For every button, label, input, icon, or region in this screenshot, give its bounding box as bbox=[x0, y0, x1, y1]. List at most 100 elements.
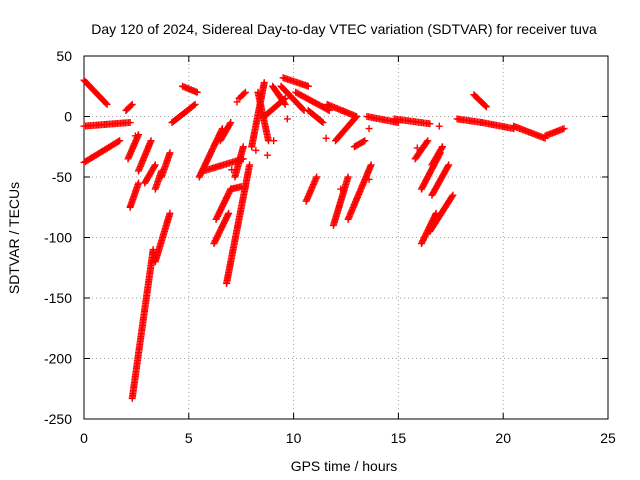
data-point bbox=[225, 209, 233, 217]
x-tick-label: 20 bbox=[495, 430, 511, 446]
track-series bbox=[350, 137, 369, 151]
x-tick-label: 10 bbox=[286, 430, 302, 446]
scattered-points bbox=[131, 91, 443, 256]
track-series bbox=[248, 79, 268, 151]
track-series bbox=[227, 183, 245, 193]
data-point bbox=[150, 162, 158, 170]
y-tick-label: 0 bbox=[64, 109, 72, 125]
x-tick-label: 5 bbox=[185, 430, 193, 446]
track-series bbox=[453, 115, 486, 127]
data-point bbox=[193, 88, 201, 96]
data-point bbox=[299, 105, 307, 113]
track-series bbox=[428, 161, 453, 199]
track-series bbox=[332, 113, 360, 145]
track-series bbox=[411, 137, 432, 163]
track-series bbox=[122, 100, 136, 114]
track-series bbox=[158, 149, 174, 181]
data-point bbox=[228, 166, 236, 174]
y-tick-label: -100 bbox=[44, 230, 72, 246]
data-point bbox=[239, 143, 247, 151]
track-series bbox=[541, 125, 568, 140]
axis-ticks: 0 5 10 15 20 25 -250 -200 -150 -100 -50 0 50 bbox=[44, 48, 616, 446]
data-point bbox=[246, 161, 254, 169]
data-point bbox=[275, 91, 283, 99]
track-series bbox=[304, 106, 327, 127]
track-series bbox=[179, 82, 201, 96]
data-point bbox=[322, 134, 330, 142]
data-point bbox=[114, 138, 122, 146]
track-series bbox=[390, 115, 434, 128]
x-axis-label: GPS time / hours bbox=[291, 458, 398, 474]
data-point bbox=[319, 119, 327, 127]
data-point bbox=[360, 137, 368, 145]
data-point bbox=[365, 175, 373, 183]
data-point bbox=[131, 132, 139, 140]
track-series bbox=[80, 119, 134, 130]
data-point bbox=[283, 115, 291, 123]
track-series bbox=[292, 88, 333, 114]
data-point bbox=[423, 138, 431, 146]
data-point bbox=[449, 191, 457, 199]
data-point bbox=[352, 113, 360, 120]
data-point bbox=[149, 248, 157, 256]
data-series bbox=[80, 74, 568, 402]
x-tick-label: 15 bbox=[391, 430, 407, 446]
data-point bbox=[126, 119, 134, 127]
data-point bbox=[103, 100, 111, 108]
track-series bbox=[134, 137, 155, 175]
data-point bbox=[241, 88, 249, 96]
data-point bbox=[260, 79, 268, 87]
data-point bbox=[361, 137, 369, 145]
data-point bbox=[128, 100, 136, 108]
data-point bbox=[313, 173, 321, 181]
track-series bbox=[124, 131, 142, 163]
y-tick-label: -250 bbox=[44, 411, 72, 427]
track-series bbox=[128, 246, 157, 402]
y-tick-label: -50 bbox=[52, 169, 72, 185]
data-point bbox=[134, 179, 142, 187]
track-series bbox=[470, 91, 490, 111]
data-point bbox=[281, 100, 289, 108]
data-point bbox=[240, 90, 248, 98]
data-point bbox=[448, 192, 456, 200]
y-axis-label: SDTVAR / TECUs bbox=[6, 182, 22, 294]
x-tick-label: 25 bbox=[600, 430, 616, 446]
data-point bbox=[166, 209, 174, 217]
data-point bbox=[263, 151, 271, 159]
track-series bbox=[80, 137, 124, 166]
data-point bbox=[127, 102, 135, 110]
track-series bbox=[344, 161, 375, 223]
chart-title: Day 120 of 2024, Sidereal Day-to-day VTE… bbox=[91, 21, 597, 37]
data-point bbox=[270, 137, 278, 145]
track-series bbox=[126, 179, 142, 211]
y-tick-label: -200 bbox=[44, 351, 72, 367]
data-point bbox=[438, 144, 446, 152]
data-point bbox=[227, 119, 235, 127]
track-series bbox=[141, 161, 159, 187]
data-point bbox=[438, 143, 446, 151]
data-point bbox=[134, 131, 142, 139]
data-point bbox=[337, 185, 345, 193]
track-series bbox=[302, 173, 321, 205]
data-point bbox=[233, 98, 241, 106]
y-tick-label: -150 bbox=[44, 290, 72, 306]
data-point bbox=[481, 102, 489, 110]
data-point bbox=[426, 120, 434, 128]
data-point bbox=[252, 146, 260, 154]
track-series bbox=[231, 143, 247, 181]
data-point bbox=[318, 118, 326, 126]
track-series bbox=[151, 209, 174, 266]
data-point bbox=[424, 137, 432, 145]
y-tick-label: 50 bbox=[56, 48, 72, 64]
data-point bbox=[444, 162, 452, 170]
data-point bbox=[435, 122, 443, 130]
data-point bbox=[151, 161, 159, 169]
data-point bbox=[191, 100, 199, 108]
track-series bbox=[428, 143, 446, 169]
track-series bbox=[210, 209, 233, 248]
data-point bbox=[560, 125, 568, 133]
data-point bbox=[482, 103, 490, 111]
data-point bbox=[351, 114, 359, 122]
